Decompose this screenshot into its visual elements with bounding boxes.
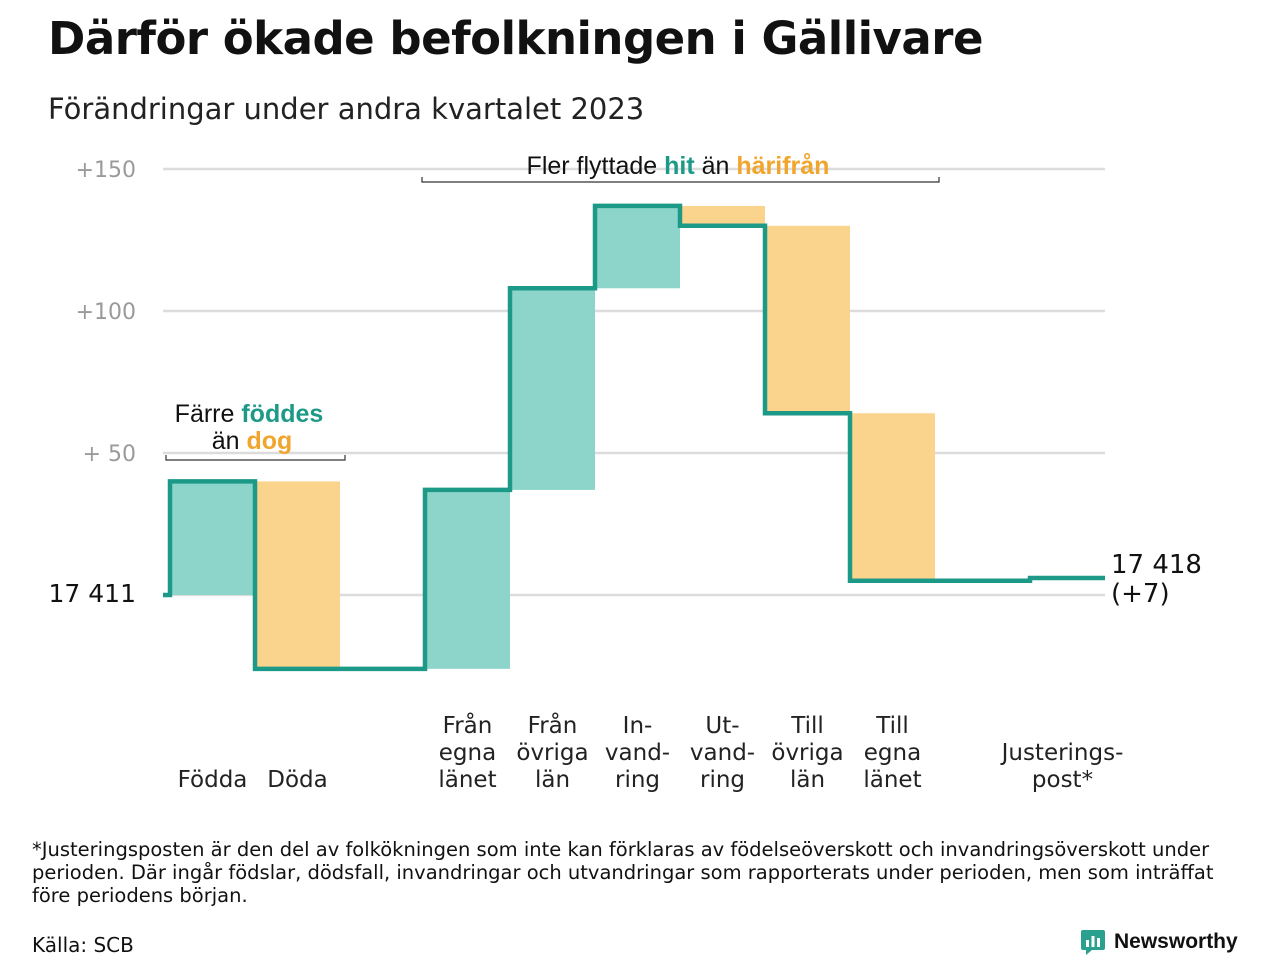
bar-decrease bbox=[765, 225, 850, 414]
x-tick-label: Födda bbox=[178, 767, 248, 793]
x-tick-label: länet bbox=[438, 767, 496, 793]
footnote: *Justeringsposten är den del av folkökni… bbox=[32, 838, 1214, 907]
x-tick-label: län bbox=[790, 767, 825, 793]
end-change-label: (+7) bbox=[1111, 579, 1170, 609]
x-tick-label: ring bbox=[615, 767, 660, 793]
x-tick-label: länet bbox=[863, 767, 921, 793]
brand-name: Newsworthy bbox=[1114, 930, 1238, 953]
x-tick-label: egna bbox=[864, 740, 921, 766]
chart-subtitle: Förändringar under andra kvartalet 2023 bbox=[48, 92, 645, 126]
annotation-text: än bbox=[695, 152, 737, 180]
chart-title: Därför ökade befolkningen i Gällivare bbox=[48, 12, 983, 65]
bar-increase bbox=[170, 481, 255, 595]
x-tick-label: Justerings- bbox=[1000, 740, 1124, 766]
annotation-highlight-died: dog bbox=[246, 427, 292, 455]
source-note: Källa: SCB bbox=[32, 933, 134, 957]
annotation-births-deaths: Färre föddes än dog bbox=[165, 400, 346, 461]
svg-text:Färre föddes: Färre föddes bbox=[175, 400, 324, 428]
x-tick-label: ring bbox=[700, 767, 745, 793]
annotation-text: Fler flyttade bbox=[527, 152, 665, 180]
x-tick-label: In- bbox=[623, 713, 653, 739]
annotation-bracket bbox=[421, 177, 940, 183]
brand-logo: Newsworthy bbox=[1080, 928, 1238, 956]
x-tick-label: Till bbox=[790, 713, 824, 739]
y-tick-label: +100 bbox=[76, 300, 136, 325]
x-tick-label: vand- bbox=[690, 740, 755, 766]
y-tick-label: 17 411 bbox=[49, 579, 136, 608]
annotation-bracket bbox=[165, 455, 346, 461]
x-tick-label: län bbox=[535, 767, 570, 793]
bar-decrease bbox=[680, 205, 765, 226]
x-tick-label: övriga bbox=[516, 740, 588, 766]
y-tick-label: +150 bbox=[76, 158, 136, 183]
newsworthy-icon bbox=[1081, 930, 1105, 955]
running-total-line bbox=[163, 203, 1105, 672]
x-tick-label: Ut- bbox=[705, 713, 739, 739]
annotation-highlight-away: härifrån bbox=[736, 152, 829, 180]
bars bbox=[170, 205, 935, 669]
bar-increase bbox=[595, 205, 680, 289]
annotation-text: Färre bbox=[175, 400, 242, 428]
x-tick-label: Från bbox=[443, 711, 493, 739]
x-tick-label: Från bbox=[528, 711, 578, 739]
x-axis-labels: Födda DödaFrånegnalänetFrånövrigalänIn-va… bbox=[178, 711, 1124, 793]
waterfall-chart: 17 411+ 50+100+150 Födda DödaFrånegnaläne… bbox=[49, 152, 1202, 793]
bar-decrease bbox=[255, 481, 340, 669]
annotation-highlight-here: hit bbox=[664, 152, 695, 180]
x-tick-label: övriga bbox=[771, 740, 843, 766]
x-tick-label: post* bbox=[1032, 767, 1093, 793]
bar-decrease bbox=[850, 413, 935, 581]
svg-text:Fler flyttade hit än härifrån: Fler flyttade hit än härifrån bbox=[527, 152, 830, 180]
bar-increase bbox=[425, 489, 510, 669]
end-value-label: 17 418 bbox=[1111, 550, 1202, 580]
bar-increase bbox=[510, 288, 595, 490]
annotation-text: än bbox=[212, 427, 247, 455]
y-axis-ticks: 17 411 + 50 +100 +150 bbox=[49, 158, 136, 608]
x-tick-label: Till bbox=[875, 713, 909, 739]
y-tick-label: + 50 bbox=[83, 442, 136, 467]
x-tick-label: egna bbox=[439, 740, 496, 766]
x-tick-label: vand- bbox=[605, 740, 670, 766]
annotation-migration: Fler flyttade hit än härifrån bbox=[421, 152, 940, 183]
annotation-highlight-born: föddes bbox=[241, 400, 323, 428]
x-tick-label: Döda bbox=[267, 767, 327, 793]
svg-text:än dog: än dog bbox=[212, 427, 293, 455]
